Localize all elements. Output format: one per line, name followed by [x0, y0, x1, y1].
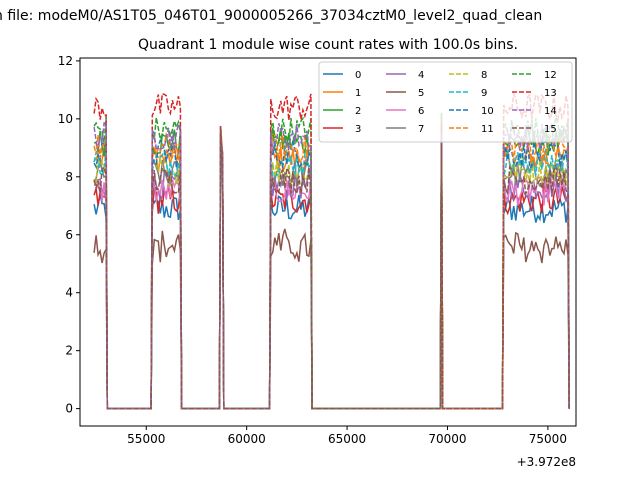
- series-line-3: [93, 126, 570, 410]
- axes-title: Quadrant 1 module wise count rates with …: [138, 37, 518, 53]
- y-tick-label: 8: [65, 170, 73, 184]
- legend-label-12: 12: [544, 70, 557, 81]
- x-tick-label: 75000: [529, 432, 567, 446]
- y-tick-label: 2: [65, 344, 73, 358]
- y-tick-label: 6: [65, 228, 73, 242]
- legend-label-5: 5: [418, 88, 424, 99]
- legend-frame: [318, 61, 573, 143]
- y-axis-ticks: 0 2 4 6 8 10 12: [58, 54, 80, 416]
- x-tick-label: 65000: [328, 432, 366, 446]
- legend-label-6: 6: [418, 106, 424, 117]
- x-tick-label: 55000: [127, 432, 165, 446]
- series-line-10: [93, 133, 570, 410]
- legend-label-11: 11: [481, 124, 494, 135]
- axes-frame: [79, 57, 577, 427]
- legend-label-13: 13: [544, 88, 557, 99]
- y-tick-label: 0: [65, 402, 73, 416]
- legend-label-10: 10: [481, 106, 494, 117]
- legend-label-4: 4: [418, 70, 424, 81]
- series-line-14: [93, 120, 570, 410]
- legend-label-15: 15: [544, 124, 557, 135]
- y-tick-label: 12: [58, 54, 73, 68]
- legend-label-0: 0: [355, 70, 361, 81]
- x-tick-label: 60000: [228, 432, 266, 446]
- x-axis-ticks: 55000 60000 65000 70000 75000: [127, 426, 567, 446]
- series-line-5: [93, 123, 570, 410]
- y-tick-label: 4: [65, 286, 73, 300]
- legend-label-14: 14: [544, 106, 557, 117]
- x-tick-label: 70000: [428, 432, 466, 446]
- legend-label-7: 7: [418, 124, 424, 135]
- series-line-8: [93, 113, 570, 410]
- legend-label-3: 3: [355, 124, 361, 135]
- legend-label-9: 9: [481, 88, 487, 99]
- legend-label-2: 2: [355, 106, 361, 117]
- series-line-11: [93, 126, 570, 410]
- legend-label-8: 8: [481, 70, 487, 81]
- series-line-15: [93, 126, 570, 410]
- legend-label-1: 1: [355, 88, 361, 99]
- y-tick-label: 10: [58, 112, 73, 126]
- figure-suptitle: n file: modeM0/AS1T05_046T01_9000005266_…: [0, 8, 542, 24]
- series-line-0: [93, 113, 570, 410]
- x-axis-offset-label: +3.972e8: [517, 455, 576, 469]
